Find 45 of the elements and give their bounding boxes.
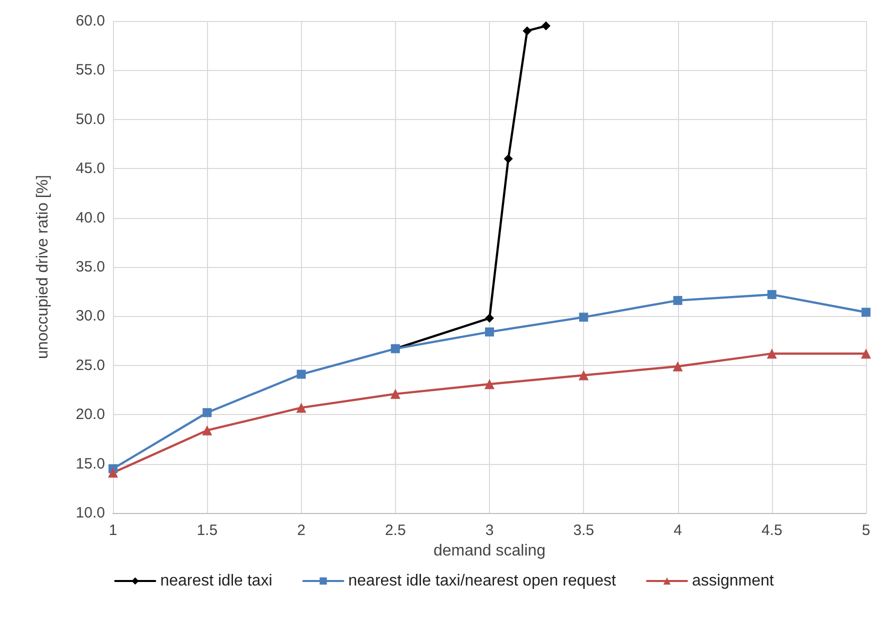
x-tick-label: 1.5 bbox=[196, 522, 218, 539]
point bbox=[578, 370, 589, 380]
legend-label: assignment bbox=[692, 572, 774, 590]
y-tick-label: 60.0 bbox=[76, 12, 105, 30]
x-tick-label: 2 bbox=[297, 522, 306, 539]
y-tick-label: 40.0 bbox=[76, 209, 105, 226]
x-axis-title: demand scaling bbox=[433, 542, 546, 560]
x-tick-label: 1 bbox=[108, 522, 118, 539]
legend-label: nearest idle taxi bbox=[160, 572, 272, 590]
point bbox=[767, 290, 776, 300]
point bbox=[202, 425, 212, 436]
point bbox=[485, 327, 494, 336]
point bbox=[202, 408, 212, 418]
x-tick-label: 4.5 bbox=[761, 522, 782, 539]
y-tick-label: 10.0 bbox=[76, 504, 105, 522]
y-tick-label: 30.0 bbox=[76, 308, 105, 325]
y-tick-label: 25.0 bbox=[76, 356, 105, 374]
point bbox=[522, 26, 532, 36]
point bbox=[485, 314, 494, 323]
point bbox=[484, 379, 494, 390]
y-tick-label: 45.0 bbox=[76, 160, 105, 178]
point bbox=[390, 388, 400, 399]
y-tick-label: 20.0 bbox=[76, 406, 105, 424]
point bbox=[296, 402, 306, 413]
point bbox=[108, 468, 118, 478]
x-tick-label: 2.5 bbox=[384, 522, 406, 539]
x-tick-label: 5 bbox=[862, 522, 870, 539]
y-tick-label: 50.0 bbox=[76, 110, 105, 128]
point bbox=[862, 308, 870, 317]
point bbox=[579, 312, 588, 322]
y-tick-label: 15.0 bbox=[76, 455, 105, 472]
y-tick-label: 55.0 bbox=[76, 62, 105, 79]
x-tick-label: 3 bbox=[485, 522, 494, 539]
point bbox=[766, 348, 777, 359]
point bbox=[504, 154, 513, 164]
point bbox=[673, 296, 682, 305]
point bbox=[296, 370, 306, 379]
point bbox=[541, 21, 550, 30]
x-tick-label: 4 bbox=[674, 522, 682, 539]
y-axis-title: unoccupied drive ratio [%] bbox=[34, 174, 52, 360]
point bbox=[861, 348, 871, 359]
x-tick-label: 3.5 bbox=[573, 522, 594, 539]
legend-label: nearest idle taxi/nearest open request bbox=[348, 572, 617, 590]
y-tick-label: 35.0 bbox=[76, 258, 105, 276]
point bbox=[672, 361, 683, 372]
